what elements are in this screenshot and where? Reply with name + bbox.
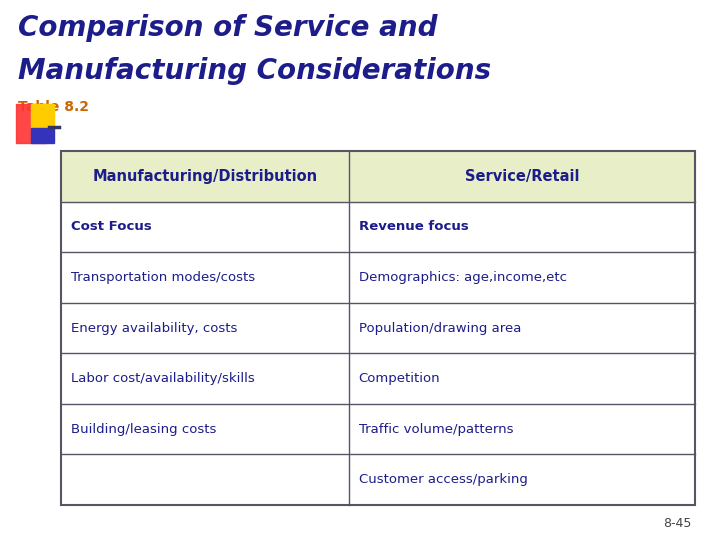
Text: Labor cost/availability/skills: Labor cost/availability/skills [71,372,254,385]
Text: Population/drawing area: Population/drawing area [359,321,521,335]
Bar [61,151,695,202]
Text: Revenue focus: Revenue focus [359,220,468,233]
Text: Cost Focus: Cost Focus [71,220,151,233]
Text: Table 8.2: Table 8.2 [18,100,89,114]
Text: Traffic volume/patterns: Traffic volume/patterns [359,423,513,436]
Text: 8-45: 8-45 [663,517,691,530]
Bar [31,127,54,143]
Text: Manufacturing Considerations: Manufacturing Considerations [18,57,491,85]
Text: Demographics: age,income,etc: Demographics: age,income,etc [359,271,567,284]
Text: Transportation modes/costs: Transportation modes/costs [71,271,255,284]
Text: Competition: Competition [359,372,440,385]
Bar [31,104,54,129]
Text: Customer access/parking: Customer access/parking [359,473,528,486]
Text: Manufacturing/Distribution: Manufacturing/Distribution [93,169,318,184]
Text: Building/leasing costs: Building/leasing costs [71,423,216,436]
Text: Energy availability, costs: Energy availability, costs [71,321,237,335]
Bar [61,151,695,505]
Text: Comparison of Service and: Comparison of Service and [18,14,438,42]
Bar [16,104,46,143]
Text: Service/Retail: Service/Retail [464,169,580,184]
